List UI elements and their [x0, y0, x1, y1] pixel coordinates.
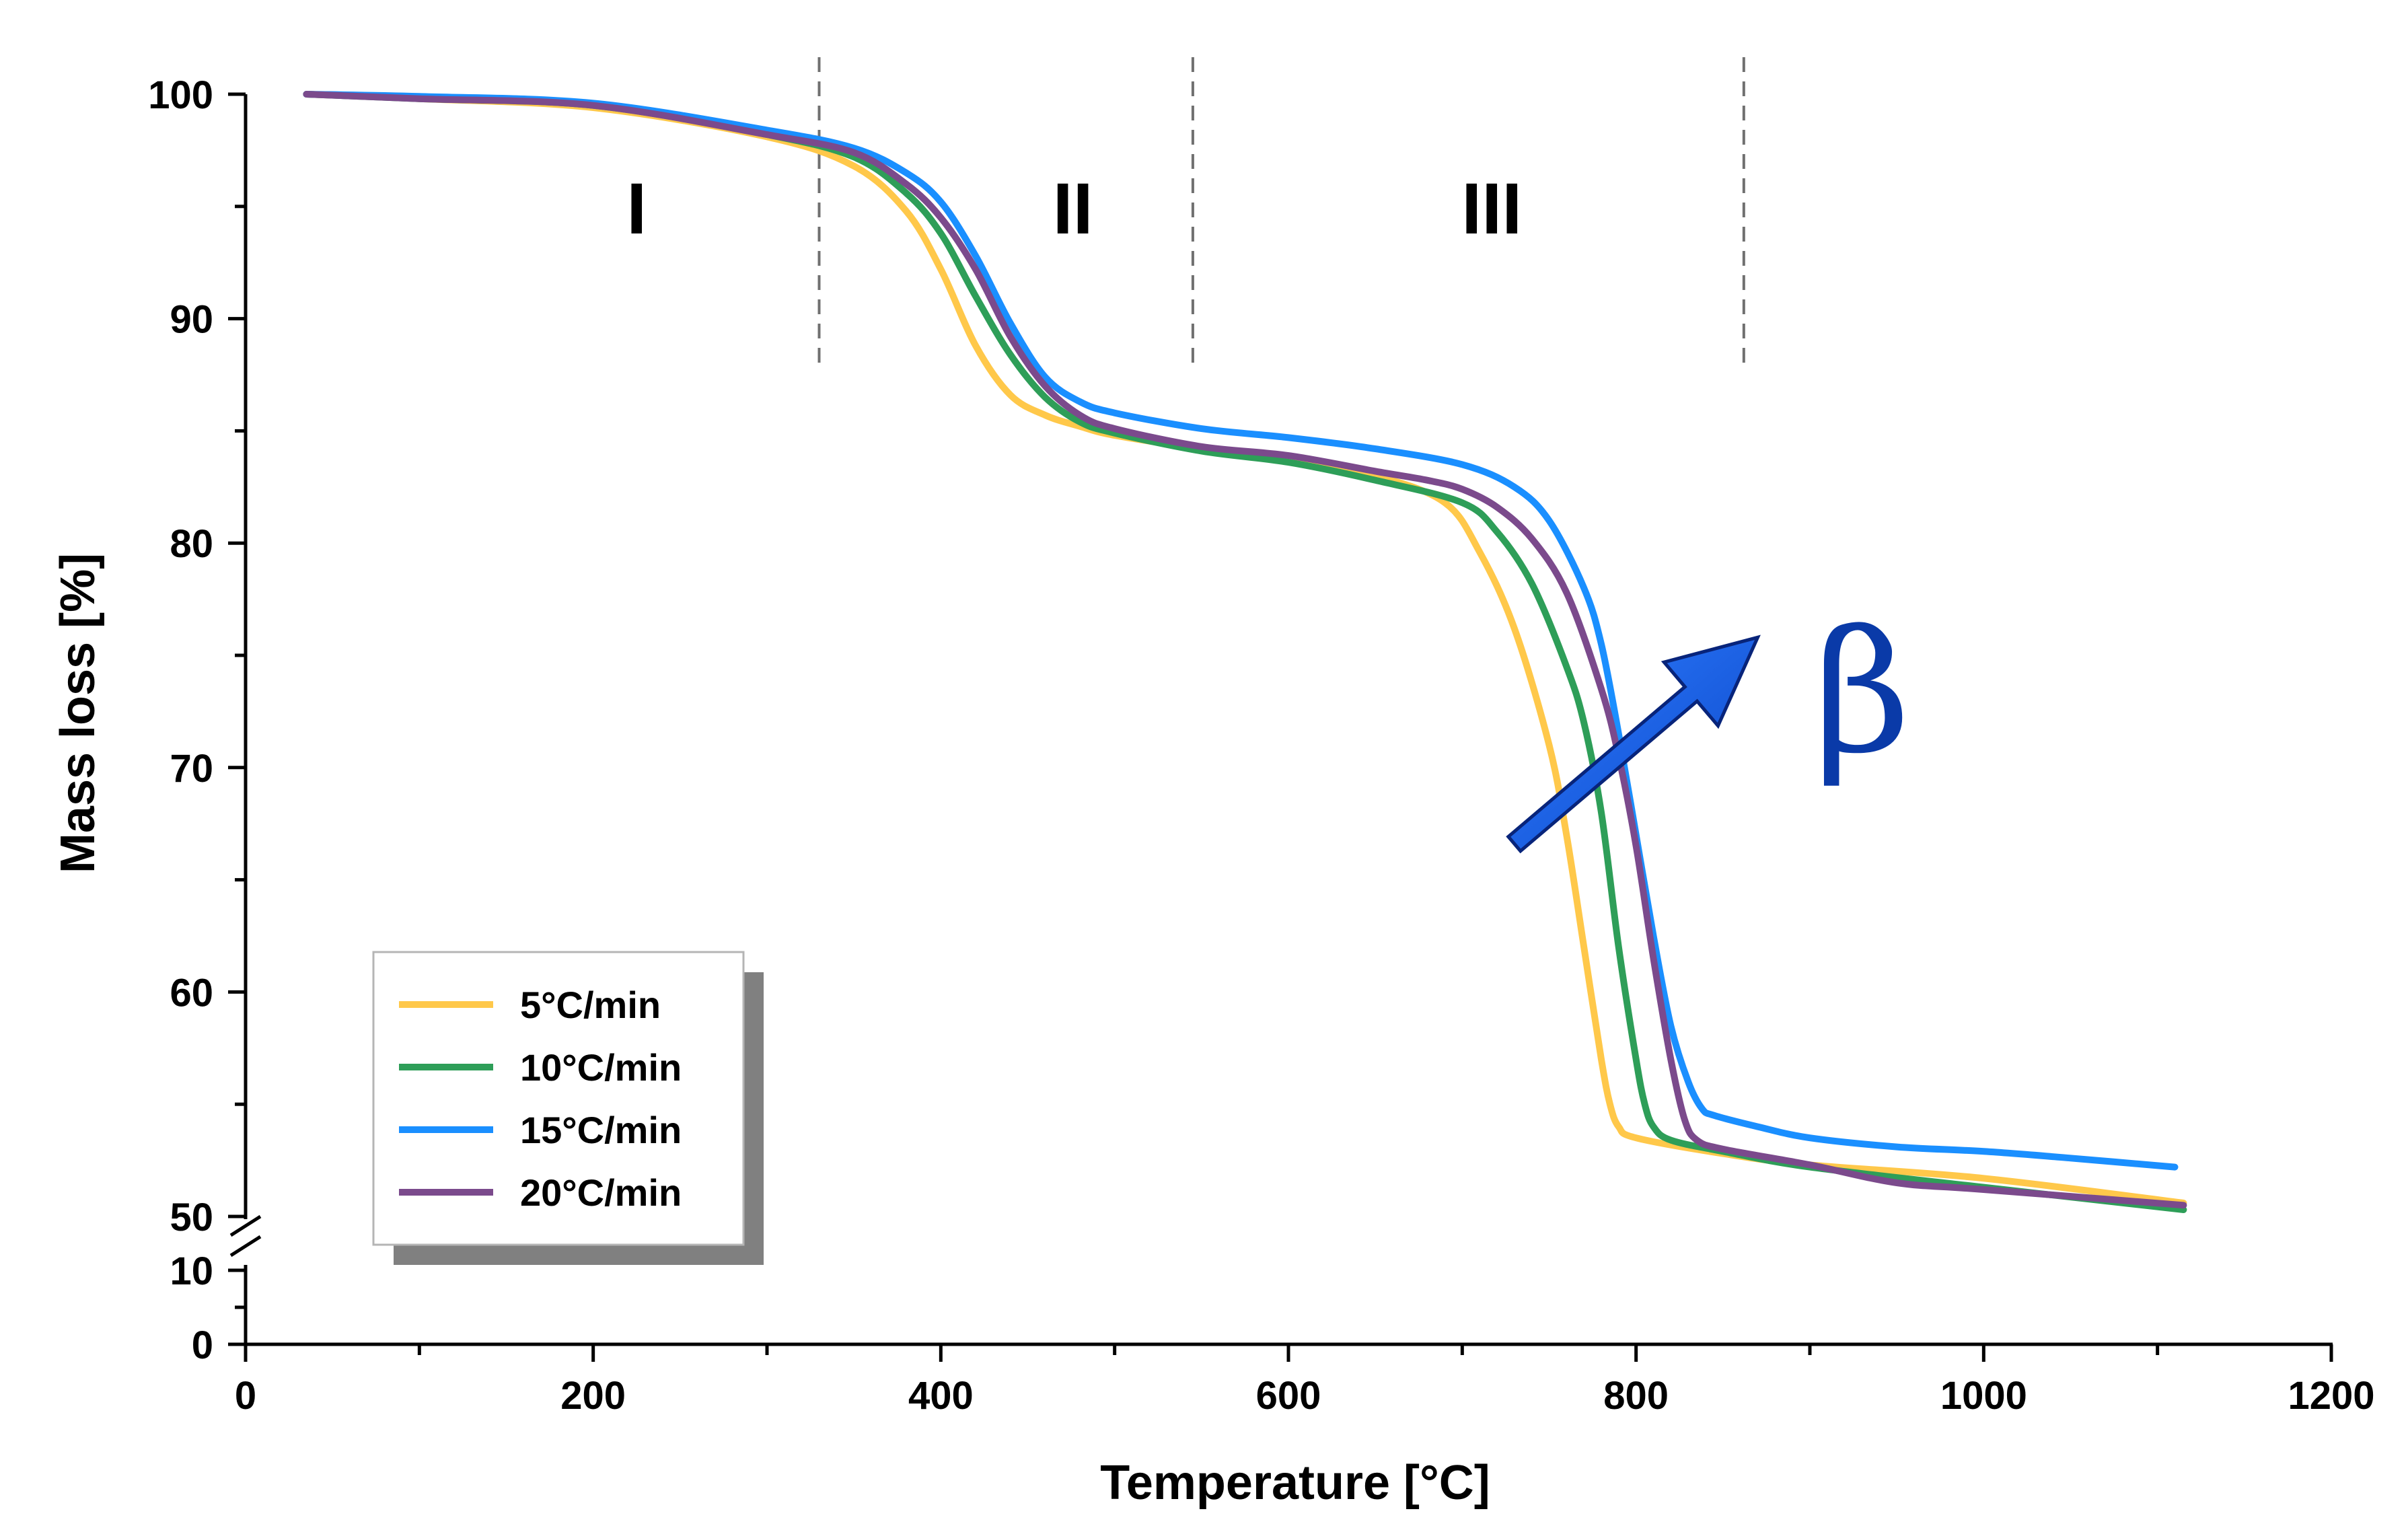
region-dividers — [817, 57, 1745, 367]
series-line-2 — [303, 91, 2187, 1213]
y-tick-label: 70 — [170, 747, 213, 791]
legend-label-4: 20°C/min — [520, 1171, 682, 1214]
series-line-3 — [303, 91, 2179, 1171]
series-line-1 — [303, 91, 2187, 1206]
legend-label-2: 10°C/min — [520, 1046, 682, 1089]
y-tick-label: 80 — [170, 522, 213, 566]
x-tick-label: 400 — [908, 1374, 974, 1418]
beta-annotation: β — [1506, 595, 1911, 854]
series-lines — [303, 91, 2187, 1213]
x-axis-title: Temperature [°C] — [1100, 1456, 1490, 1510]
legend-label-3: 15°C/min — [520, 1109, 682, 1151]
beta-arrow-icon — [1506, 634, 1761, 854]
y-tick-label: 10 — [170, 1249, 213, 1293]
region-labels: I II III — [626, 168, 1522, 249]
legend: 5°C/min 10°C/min 15°C/min 20°C/min — [372, 951, 764, 1265]
y-tick-label: 100 — [148, 73, 213, 117]
region-label-3: III — [1461, 168, 1522, 249]
series-line-4 — [303, 91, 2187, 1209]
y-tick-label: 90 — [170, 298, 213, 342]
x-tick-label: 1200 — [2288, 1374, 2374, 1418]
x-tick-label: 600 — [1256, 1374, 1321, 1418]
y-tick-label: 50 — [170, 1196, 213, 1239]
region-label-2: II — [1053, 168, 1093, 249]
beta-label: β — [1813, 595, 1911, 791]
tick-labels: 0 200 400 600 800 1000 1200 0 10 50 60 70 80 90 100 — [148, 73, 2374, 1418]
region-label-1: I — [626, 168, 647, 249]
axis-break-mark — [229, 1214, 262, 1258]
x-tick-label: 1000 — [1940, 1374, 2027, 1418]
y-axis-title: Mass loss [%] — [51, 553, 105, 873]
x-tick-label: 800 — [1603, 1374, 1669, 1418]
x-tick-label: 200 — [560, 1374, 626, 1418]
y-tick-label: 0 — [192, 1323, 213, 1367]
x-tick-label: 0 — [235, 1374, 256, 1418]
y-tick-label: 60 — [170, 971, 213, 1015]
axes — [228, 92, 2333, 1362]
legend-label-1: 5°C/min — [520, 984, 661, 1026]
legend-box — [372, 951, 745, 1246]
